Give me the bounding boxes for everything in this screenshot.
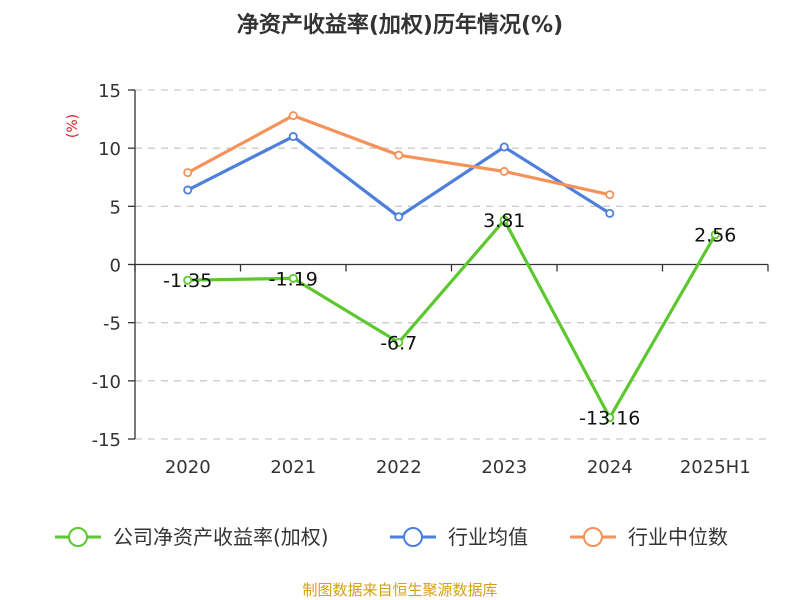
data-point (499, 215, 509, 225)
data-label: -1.35 (163, 270, 212, 292)
legend-marker-icon (403, 527, 423, 547)
axes: 15 10 5 0 -5 -10 -15 2020 2021 2022 2023 2024 2025H1 (92, 81, 769, 478)
data-point (288, 111, 298, 121)
legend-marker-icon (68, 527, 88, 547)
data-point (499, 166, 509, 176)
legend-label: 行业中位数 (628, 525, 728, 549)
chart-title: 净资产收益率(加权)历年情况(%) (237, 12, 563, 38)
y-tick-label: -10 (92, 372, 121, 393)
data-point (288, 273, 298, 283)
data-labels: -1.35 -1.19 -6.7 3.81 -13.16 2.56 (163, 210, 736, 429)
x-tick-label: 2021 (270, 457, 316, 478)
legend-item: 行业均值 (390, 525, 528, 549)
legend-label: 公司净资产收益率(加权) (113, 525, 329, 549)
y-tick-label: -5 (103, 314, 121, 335)
series-lines (183, 111, 720, 423)
data-label: -1.19 (269, 268, 318, 290)
data-point (605, 208, 615, 218)
series-line (187, 218, 717, 420)
y-tick-label: 10 (98, 139, 121, 160)
data-point (394, 212, 404, 222)
data-label: -13.16 (579, 408, 640, 430)
x-tick-label: 2025H1 (680, 457, 751, 478)
y-axis-unit-label: (%) (65, 114, 81, 138)
x-tick-label: 2024 (587, 457, 633, 478)
legend-item: 公司净资产收益率(加权) (55, 525, 329, 549)
legend-marker-icon (583, 527, 603, 547)
data-label: 2.56 (694, 225, 736, 247)
data-point (394, 337, 404, 347)
legend-item: 行业中位数 (570, 525, 728, 549)
data-point (710, 230, 720, 240)
data-point (394, 150, 404, 160)
data-point (605, 413, 615, 423)
source-note: 制图数据来自恒生聚源数据库 (302, 581, 497, 599)
data-point (183, 168, 193, 178)
data-label: 3.81 (483, 210, 525, 232)
data-point (288, 132, 298, 142)
x-tick-label: 2023 (481, 457, 527, 478)
legend-label: 行业均值 (448, 525, 528, 549)
y-tick-label: 5 (110, 197, 121, 218)
x-tick-label: 2022 (376, 457, 422, 478)
data-point (499, 142, 509, 152)
data-point (183, 185, 193, 195)
data-point (183, 275, 193, 285)
data-point (605, 190, 615, 200)
legend: 公司净资产收益率(加权) 行业均值 行业中位数 (55, 525, 728, 549)
x-tick-label: 2020 (165, 457, 211, 478)
y-tick-label: -15 (92, 430, 121, 451)
y-tick-label: 15 (98, 81, 121, 102)
data-label: -6.7 (380, 332, 417, 354)
grid-lines (135, 89, 768, 440)
y-tick-label: 0 (110, 256, 121, 277)
